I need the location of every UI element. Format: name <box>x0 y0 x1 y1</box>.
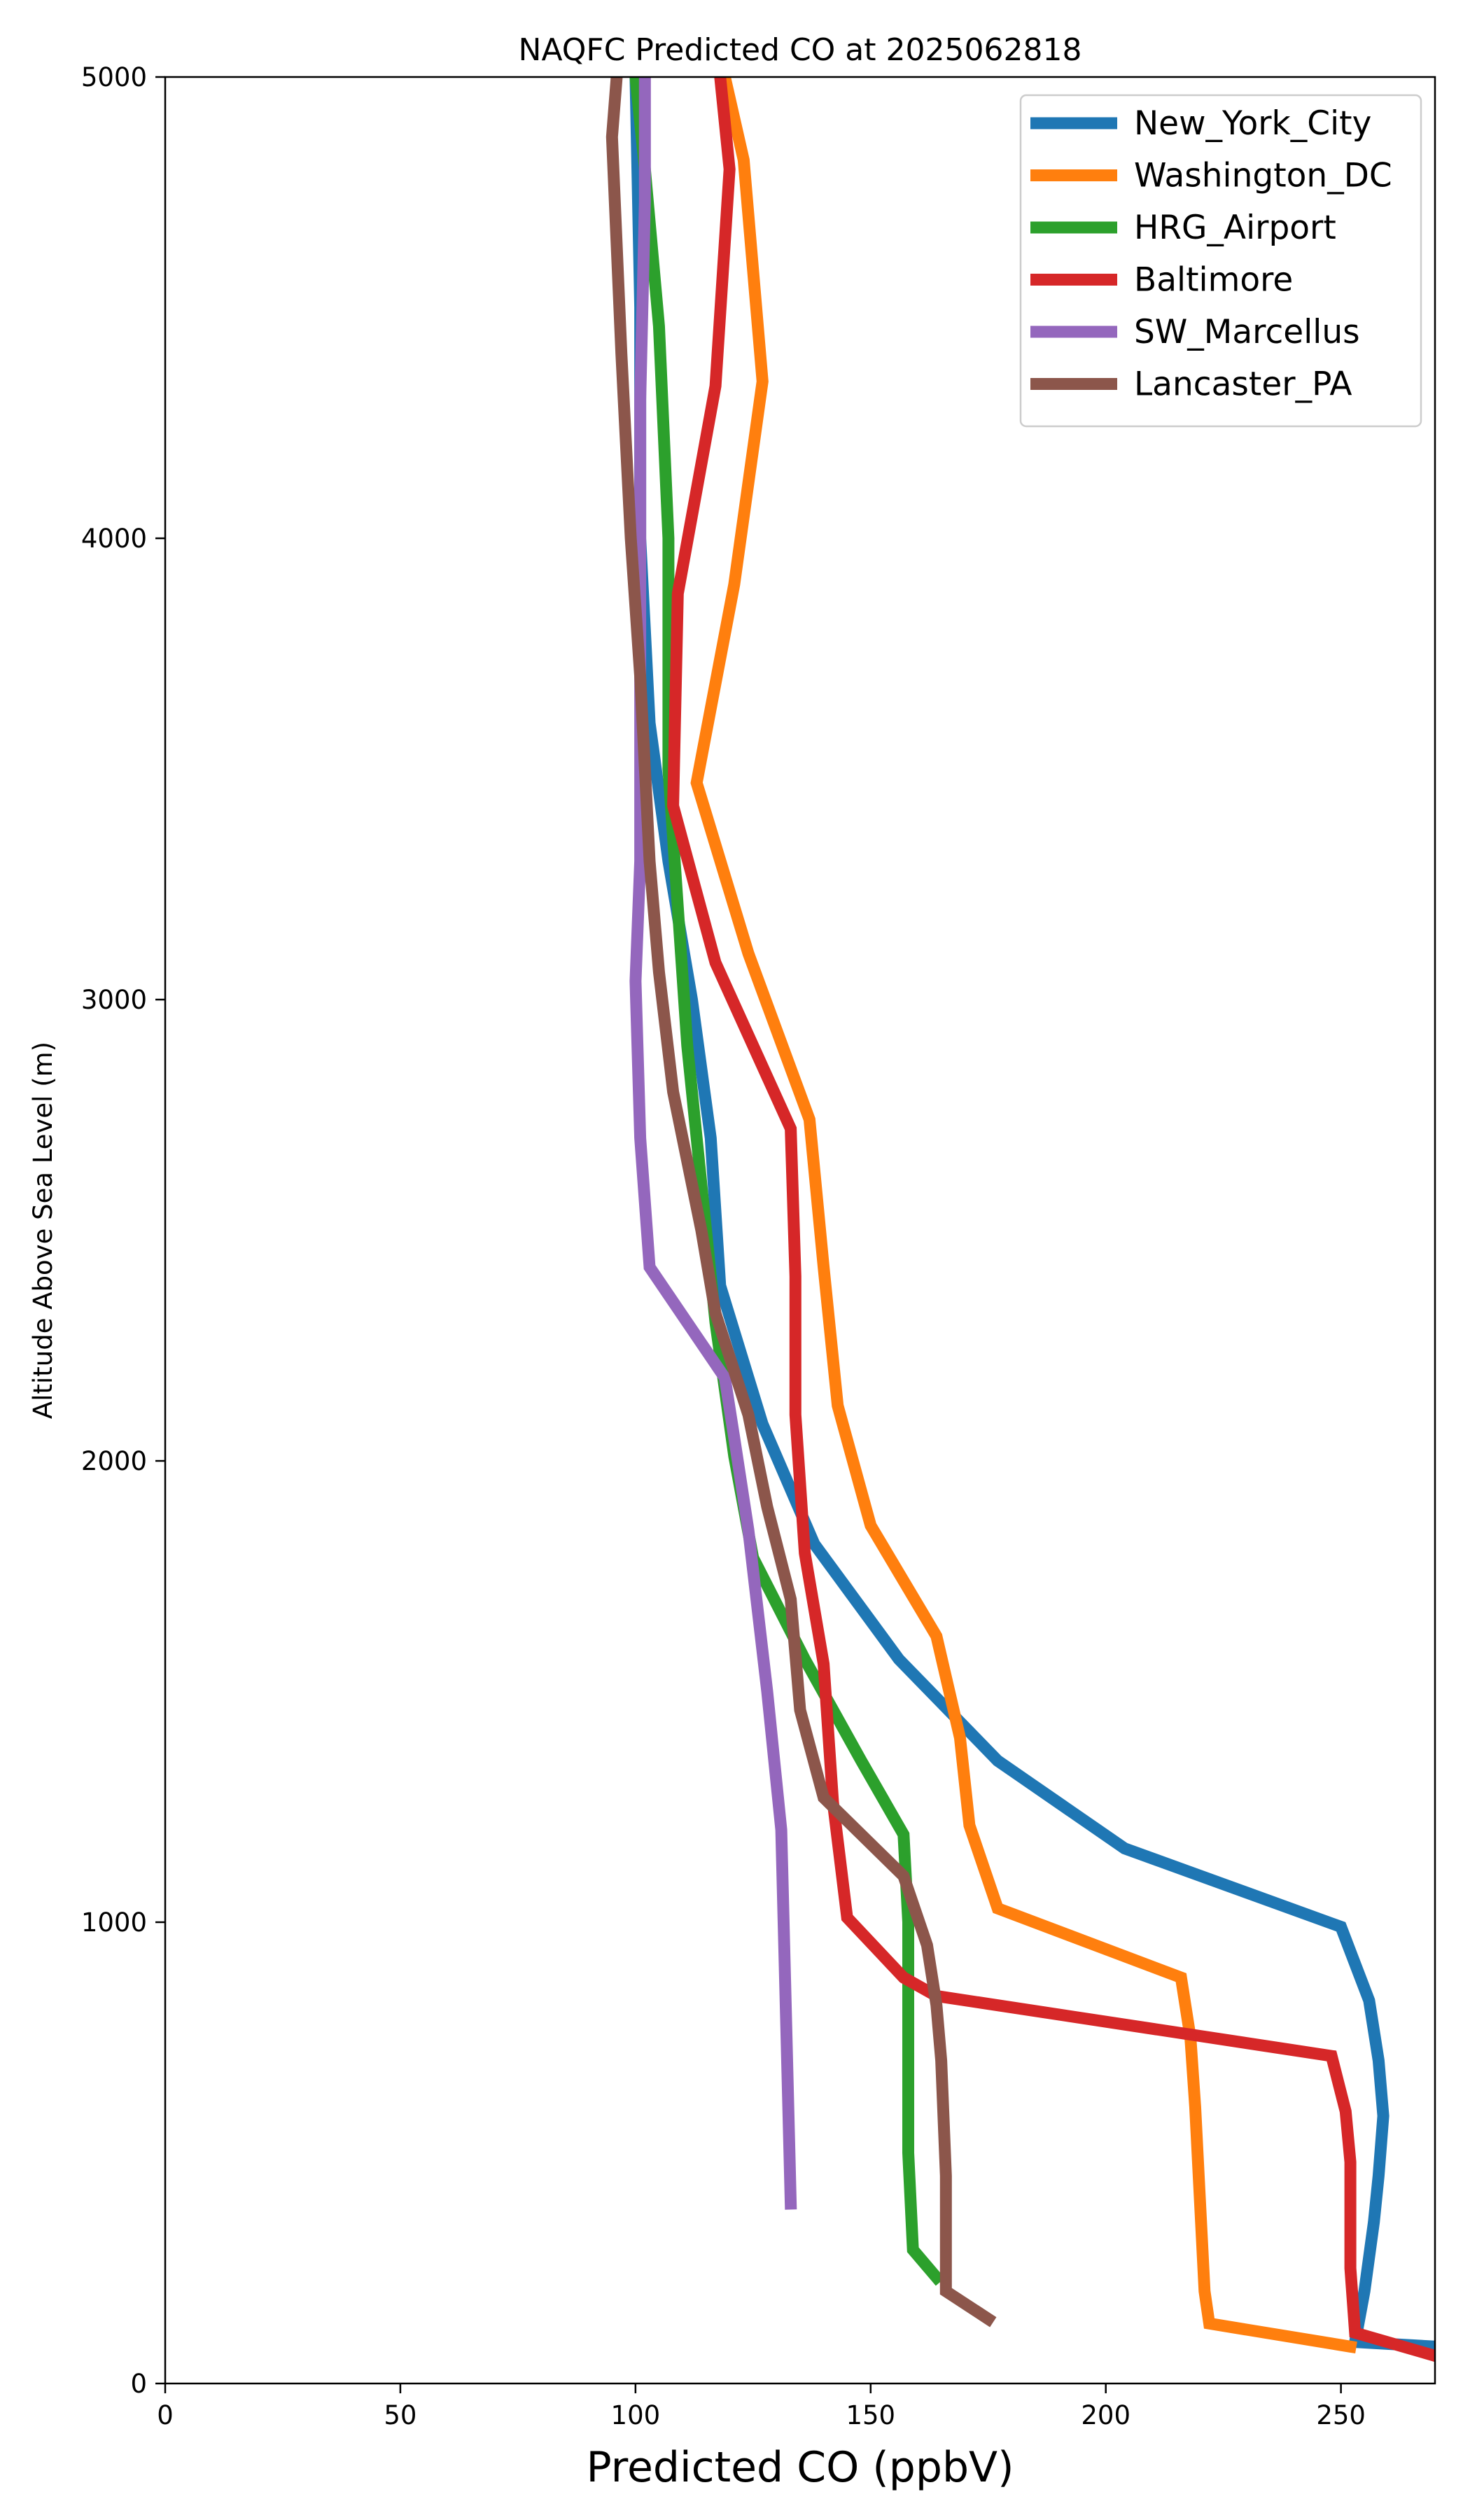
y-tick-label: 5000 <box>81 62 147 92</box>
legend-label: HRG_Airport <box>1134 209 1336 247</box>
y-axis-label: Altitude Above Sea Level (m) <box>28 1042 58 1419</box>
series-line-baltimore <box>667 77 1435 2362</box>
series-line-sw-marcellus <box>629 77 797 2210</box>
legend-label: Baltimore <box>1134 261 1293 300</box>
x-tick-label: 50 <box>384 2400 416 2430</box>
y-tick-label: 4000 <box>81 524 147 554</box>
x-tick-label: 100 <box>611 2400 661 2430</box>
axes-frame <box>164 76 1436 2385</box>
series-line-washington-dc <box>690 77 1357 2354</box>
y-tick-label: 0 <box>130 2369 147 2399</box>
y-tick-label: 2000 <box>81 1446 147 1476</box>
x-tick-label: 250 <box>1316 2400 1366 2430</box>
legend-label: SW_Marcellus <box>1134 313 1360 351</box>
legend: New_York_City Washington_DC HRG_Airport Bal… <box>1019 94 1422 428</box>
y-tick-label: 3000 <box>81 985 147 1015</box>
x-tick-label: 200 <box>1081 2400 1130 2430</box>
y-tick-label: 1000 <box>81 1907 147 1938</box>
plot-area <box>606 77 1435 2362</box>
series-line-lancaster-pa <box>606 77 997 2328</box>
legend-label: New_York_City <box>1134 104 1371 143</box>
x-tick-label: 150 <box>846 2400 895 2430</box>
legend-label: Lancaster_PA <box>1134 365 1352 404</box>
x-axis-label: Predicted CO (ppbV) <box>586 2443 1014 2492</box>
axes: 0 50 100 150 200 250 0 1000 2000 3000 4000 5000 <box>81 62 1436 2430</box>
legend-box <box>1019 94 1422 428</box>
x-tick-label: 0 <box>157 2400 174 2430</box>
chart-title: NAQFC Predicted CO at 2025062818 <box>519 32 1082 68</box>
legend-label: Washington_DC <box>1134 157 1392 195</box>
